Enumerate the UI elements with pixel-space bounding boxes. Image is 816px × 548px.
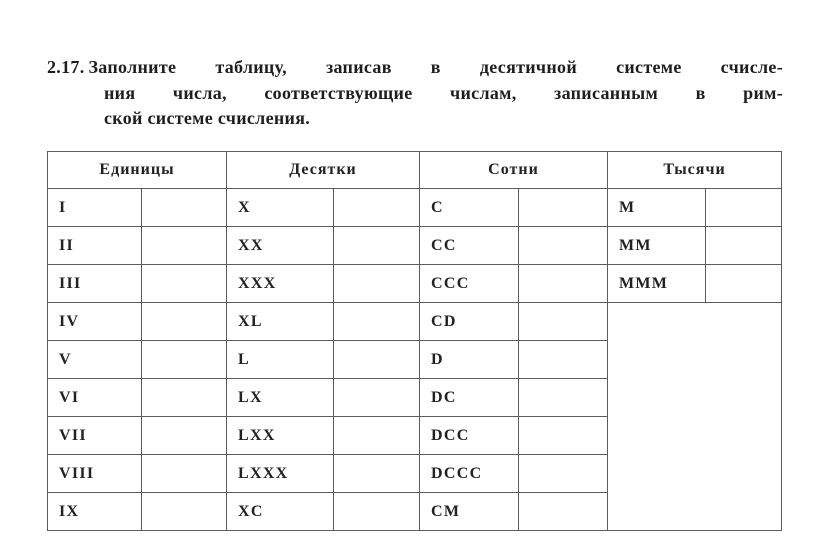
answer-cell-hundreds (518, 454, 608, 493)
answer-cell-units (141, 492, 227, 531)
answer-cell-thousands (705, 188, 782, 227)
roman-cell-tens: XX (226, 226, 334, 265)
exercise-number: 2.17. (47, 57, 85, 77)
answer-cell-hundreds (518, 416, 608, 455)
answer-cell-units (141, 302, 227, 341)
answer-cell-tens (333, 340, 420, 379)
roman-cell-hundreds: CCC (419, 264, 519, 303)
roman-numerals-table: Единицы Десятки Сотни Тысячи I X C M II … (47, 151, 782, 531)
roman-cell-tens: L (226, 340, 334, 379)
roman-cell-units: VII (47, 416, 142, 455)
roman-cell-units: III (47, 264, 142, 303)
roman-cell-hundreds: CM (419, 492, 519, 531)
header-row: Единицы Десятки Сотни Тысячи (47, 151, 782, 189)
table-row: I X C M (47, 188, 782, 227)
answer-cell-hundreds (518, 188, 608, 227)
roman-cell-hundreds: C (419, 188, 519, 227)
answer-cell-units (141, 226, 227, 265)
answer-cell-tens (333, 378, 420, 417)
roman-cell-hundreds: DCC (419, 416, 519, 455)
header-thousands: Тысячи (607, 151, 782, 189)
table-row: II XX CC MM (47, 226, 782, 265)
answer-cell-units (141, 378, 227, 417)
roman-cell-units: VI (47, 378, 142, 417)
answer-cell-tens (333, 492, 420, 531)
roman-cell-units: VIII (47, 454, 142, 493)
header-hundreds: Сотни (419, 151, 608, 189)
answer-cell-thousands (705, 264, 782, 303)
roman-cell-tens: XL (226, 302, 334, 341)
roman-cell-units: II (47, 226, 142, 265)
roman-cell-thousands: M (607, 188, 706, 227)
answer-cell-tens (333, 302, 420, 341)
answer-cell-tens (333, 226, 420, 265)
exercise-statement: 2.17. Заполните таблицу, записав в десяти… (47, 55, 783, 132)
table-row: IX XC CM (47, 492, 782, 531)
answer-cell-hundreds (518, 264, 608, 303)
roman-cell-thousands: MM (607, 226, 706, 265)
header-tens: Десятки (226, 151, 420, 189)
roman-cell-units: IX (47, 492, 142, 531)
table-row: V L D (47, 340, 782, 379)
roman-cell-hundreds: DCCC (419, 454, 519, 493)
answer-cell-tens (333, 454, 420, 493)
answer-cell-units (141, 454, 227, 493)
answer-cell-tens (333, 188, 420, 227)
answer-cell-units (141, 416, 227, 455)
answer-cell-hundreds (518, 378, 608, 417)
exercise-text-1: Заполните таблицу, записав в десятичной … (88, 57, 783, 77)
answer-cell-hundreds (518, 492, 608, 531)
roman-cell-tens: LXX (226, 416, 334, 455)
roman-cell-hundreds: DC (419, 378, 519, 417)
roman-cell-units: IV (47, 302, 142, 341)
roman-cell-tens: X (226, 188, 334, 227)
exercise-line-3: ской системе счисления. (104, 108, 311, 128)
roman-cell-units: I (47, 188, 142, 227)
answer-cell-tens (333, 264, 420, 303)
roman-cell-hundreds: D (419, 340, 519, 379)
merged-empty-cell (607, 302, 782, 531)
answer-cell-units (141, 264, 227, 303)
answer-cell-hundreds (518, 302, 608, 341)
roman-cell-tens: LX (226, 378, 334, 417)
exercise-line-2: ния числа, соответствующие числам, запис… (104, 82, 783, 103)
table-row: IV XL CD (47, 302, 782, 531)
answer-cell-hundreds (518, 340, 608, 379)
header-units: Единицы (47, 151, 227, 189)
table-row: III XXX CCC MMM (47, 264, 782, 303)
answer-cell-hundreds (518, 226, 608, 265)
roman-cell-tens: LXXX (226, 454, 334, 493)
roman-cell-hundreds: CC (419, 226, 519, 265)
roman-cell-tens: XC (226, 492, 334, 531)
table-row: VIII LXXX DCCC (47, 454, 782, 493)
roman-cell-tens: XXX (226, 264, 334, 303)
roman-cell-hundreds: CD (419, 302, 519, 341)
answer-cell-units (141, 188, 227, 227)
table-row: VII LXX DCC (47, 416, 782, 455)
table-row: VI LX DC (47, 378, 782, 417)
answer-cell-thousands (705, 226, 782, 265)
answer-cell-units (141, 340, 227, 379)
roman-cell-units: V (47, 340, 142, 379)
roman-cell-thousands: MMM (607, 264, 706, 303)
exercise-line-1: 2.17. Заполните таблицу, записав в десяти… (47, 55, 783, 81)
answer-cell-tens (333, 416, 420, 455)
